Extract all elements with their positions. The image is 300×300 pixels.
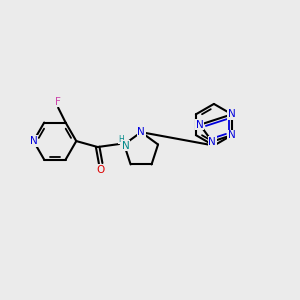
Text: O: O [97,165,105,175]
Text: N: N [208,136,216,147]
Text: N: N [228,109,236,119]
Text: H: H [118,135,124,144]
Text: N: N [228,130,236,140]
Text: F: F [55,97,61,107]
Text: N: N [137,127,145,137]
Text: N: N [122,140,130,151]
Text: N: N [196,120,204,130]
Text: N: N [30,136,38,146]
Text: N: N [228,130,236,140]
